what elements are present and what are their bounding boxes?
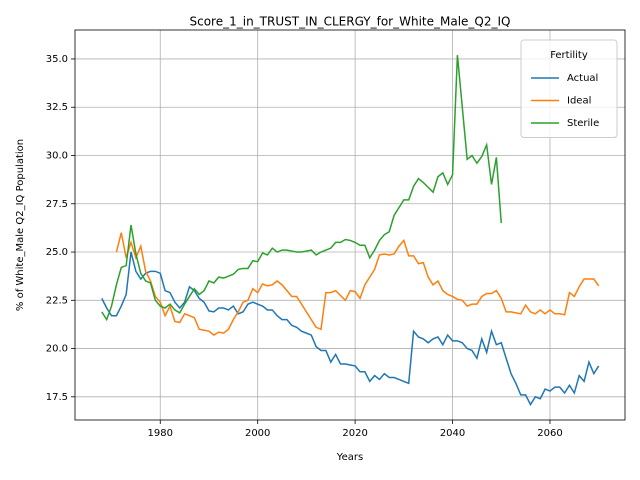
y-tick-label: 27.5: [46, 199, 68, 210]
x-tick-label: 2000: [245, 428, 270, 439]
y-tick-label: 25.0: [46, 247, 68, 258]
legend-title: Fertility: [550, 50, 588, 61]
y-axis-label: % of White_Male Q2_IQ Population: [15, 139, 26, 311]
x-tick-label: 1980: [148, 428, 173, 439]
y-tick-label: 17.5: [46, 392, 68, 403]
plot-frame: [74, 29, 626, 421]
legend-label: Ideal: [567, 96, 591, 107]
data-line: [101, 55, 503, 322]
y-tick-label: 35.0: [46, 54, 68, 65]
x-tick-label: 2060: [537, 428, 562, 439]
legend: Fertility Actual Ideal Sterile: [520, 39, 618, 138]
y-tick-label: 20.0: [46, 344, 68, 355]
x-axis-label: Years: [336, 452, 363, 463]
y-tick-label: 30.0: [46, 150, 68, 161]
data-line: [101, 251, 600, 407]
legend-box: [520, 39, 618, 138]
y-tick-label: 22.5: [46, 295, 68, 306]
x-tick-label: 2020: [342, 428, 367, 439]
data-line: [115, 232, 600, 336]
legend-label: Actual: [567, 73, 598, 84]
chart-title: Score_1_in_TRUST_IN_CLERGY_for_White_Mal…: [190, 15, 511, 29]
x-tick-label: 2040: [440, 428, 465, 439]
y-tick-label: 32.5: [46, 102, 68, 113]
legend-label: Sterile: [567, 118, 599, 129]
